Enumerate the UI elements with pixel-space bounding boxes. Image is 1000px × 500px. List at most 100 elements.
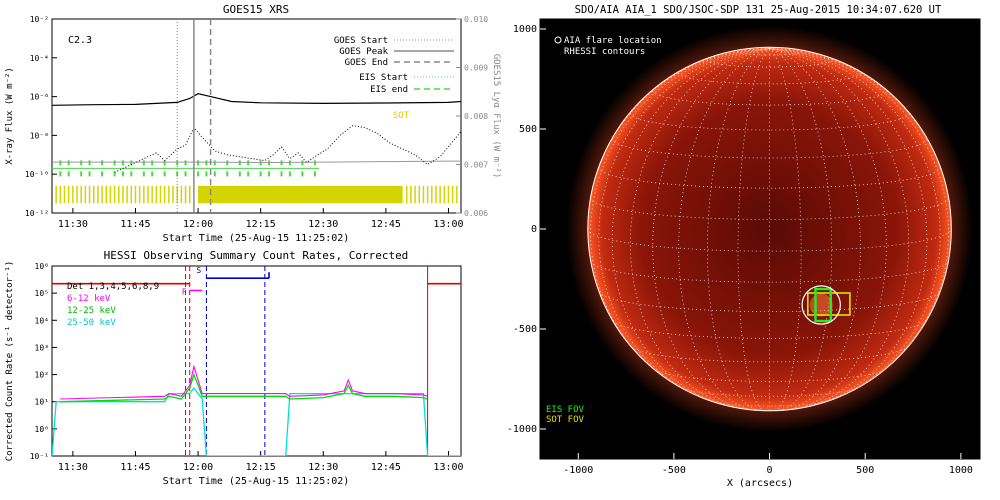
hessi-title: HESSI Observing Summary Count Rates, Cor… xyxy=(104,249,409,262)
aia-legend-bottom: EIS FOV SOT FOV xyxy=(546,405,585,425)
goes-right-y-label: GOES15 Lyα Flux (W m⁻²) xyxy=(491,54,501,179)
grid-line xyxy=(769,48,887,410)
goes-y-tick-label: 10⁻⁴ xyxy=(30,54,49,63)
goes-long-series-line xyxy=(52,93,461,106)
grid-line xyxy=(653,369,886,382)
aia-x-label: X (arcsecs) xyxy=(727,478,793,489)
legend-sot-label: SOT xyxy=(393,111,410,121)
hessi-y-tick-label: 10² xyxy=(35,371,49,380)
hessi-flag-s-label: S xyxy=(196,266,201,275)
goes-y-tick-label: 10⁻¹² xyxy=(25,209,49,218)
aia-x-tick-label: 1000 xyxy=(949,465,973,476)
grid-line xyxy=(737,48,770,411)
goes-y-tick-label: 10⁻² xyxy=(30,15,49,24)
heliographic-grid xyxy=(587,48,952,411)
grid-line xyxy=(652,90,887,106)
aia-y-tick-label: -500 xyxy=(513,324,537,335)
hessi-detector-label: Det 1,3,4,5,6,8,9 xyxy=(67,282,159,292)
aia-x-ticks: -1000 -500 0 500 1000 xyxy=(563,453,973,476)
legend-goes-end-label: GOES End xyxy=(345,58,388,68)
legend-rhessi: RHESSI contours xyxy=(564,47,645,57)
aia-legend-top: AIA flare location RHESSI contours xyxy=(554,36,662,57)
goes-x-tick-label: 11:30 xyxy=(58,219,88,230)
grid-line xyxy=(769,48,952,230)
aia-flare-location-circle xyxy=(801,285,841,325)
hessi-y-tick-label: 10⁴ xyxy=(35,316,49,325)
legend-aia-flare: AIA flare location xyxy=(564,36,662,46)
goes-short-series-line xyxy=(114,125,461,173)
hessi-x-tick-label: 12:00 xyxy=(183,462,213,473)
hessi-red-marks xyxy=(52,266,461,456)
goes-xrs-panel: GOES15 XRS 10⁻² 10⁻⁴ 10⁻⁶ 10⁻⁸ 10⁻¹⁰ 10⁻¹² 0.… xyxy=(5,3,501,244)
aia-x-tick-label: 0 xyxy=(767,465,773,476)
hessi-x-tick-label: 11:30 xyxy=(58,462,88,473)
goes-y-tick-label: 10⁻⁸ xyxy=(30,131,49,140)
goes-title: GOES15 XRS xyxy=(223,3,289,16)
grid-line xyxy=(769,48,802,411)
legend-eis-start-label: EIS Start xyxy=(359,73,408,83)
hessi-x-tick-label: 12:45 xyxy=(371,462,401,473)
eis-fov-box xyxy=(814,287,832,323)
legend-goes-peak-label: GOES Peak xyxy=(339,47,388,57)
sun-disk xyxy=(587,47,952,411)
hessi-legend-12-25: 12-25 keV xyxy=(67,306,116,316)
goes-x-label: Start Time (25-Aug-15 11:25:02) xyxy=(163,233,350,244)
goes-x-tick-label: 12:00 xyxy=(183,219,213,230)
goes-legend: GOES Start GOES Peak GOES End EIS Start … xyxy=(334,36,454,121)
goes-right-y-tick-label: 0.010 xyxy=(464,15,488,24)
aia-y-tick-label: -1000 xyxy=(507,424,537,435)
hessi-flag-f-label: F xyxy=(182,288,187,297)
hessi-x-ticks: 11:30 11:45 12:00 12:15 12:30 12:45 13:00 xyxy=(58,451,464,473)
hessi-y-tick-label: 10¹ xyxy=(35,398,49,407)
sot-exposure-marks xyxy=(55,185,458,204)
grid-line xyxy=(737,51,802,56)
goes-y-tick-label: 10⁻¹⁰ xyxy=(25,170,49,179)
hessi-y-tick-label: 10⁰ xyxy=(35,425,49,434)
goes-right-y-tick-label: 0.008 xyxy=(464,112,488,121)
aia-title: SDO/AIA AIA_1 SDO/JSOC-SDP 131 25-Aug-20… xyxy=(575,4,942,16)
aia-y-tick-label: 0 xyxy=(531,224,537,235)
goes-x-tick-label: 12:15 xyxy=(246,219,276,230)
aia-x-tick-label: 500 xyxy=(856,465,874,476)
sun-limb-outline xyxy=(587,46,952,412)
hessi-x-tick-label: 13:00 xyxy=(433,462,463,473)
goes-right-y-tick-label: 0.007 xyxy=(464,161,488,170)
legend-eis-end-label: EIS end xyxy=(370,85,408,95)
goes-x-tick-label: 12:45 xyxy=(371,219,401,230)
legend-goes-start-label: GOES Start xyxy=(334,36,388,46)
goes-x-tick-label: 11:45 xyxy=(120,219,150,230)
goes-class-label: C2.3 xyxy=(68,35,92,46)
grid-line xyxy=(598,291,941,312)
hessi-plot-frame xyxy=(51,265,462,457)
goes-x-ticks: 11:30 11:45 12:00 12:15 12:30 12:45 13:00 xyxy=(58,208,464,230)
sot-fov-box xyxy=(807,292,851,316)
hessi-y-ticks: 10⁶ 10⁵ 10⁴ 10³ 10² 10¹ 10⁰ 10⁻¹ xyxy=(30,262,57,461)
goes-y-tick-label: 10⁻⁶ xyxy=(30,93,49,102)
legend-sot-fov: SOT FOV xyxy=(546,415,585,425)
flare-bright-region xyxy=(809,293,833,317)
grid-line xyxy=(678,72,861,85)
goes-plot-frame xyxy=(51,18,462,214)
goes-right-y-tick-label: 0.009 xyxy=(464,64,488,73)
aia-x-tick-label: -1000 xyxy=(563,465,593,476)
grid-line xyxy=(652,48,770,410)
legend-eis-fov: EIS FOV xyxy=(546,405,585,415)
series-12-25kev-line xyxy=(60,372,428,403)
goes-y-ticks: 10⁻² 10⁻⁴ 10⁻⁶ 10⁻⁸ 10⁻¹⁰ 10⁻¹² xyxy=(25,15,57,218)
legend-circle-icon xyxy=(554,36,562,44)
aia-panel: SDO/AIA AIA_1 SDO/JSOC-SDP 131 25-Aug-20… xyxy=(507,4,981,489)
sot-dense-bar xyxy=(198,185,403,204)
hessi-x-tick-label: 12:15 xyxy=(246,462,276,473)
hessi-blue-marks xyxy=(205,266,270,456)
hessi-y-label: Corrected Count Rate (s⁻¹ detector⁻¹) xyxy=(5,261,15,461)
grid-line xyxy=(611,48,770,407)
hessi-y-tick-label: 10⁵ xyxy=(35,289,49,298)
aia-x-tick-label: -500 xyxy=(662,465,686,476)
goes-x-tick-label: 13:00 xyxy=(433,219,463,230)
eis-exposure-marks xyxy=(59,160,316,177)
grid-line xyxy=(587,48,770,230)
series-6-12kev-line xyxy=(60,364,428,400)
hessi-legend-6-12: 6-12 keV xyxy=(67,294,111,304)
hessi-y-tick-label: 10⁶ xyxy=(35,262,49,271)
